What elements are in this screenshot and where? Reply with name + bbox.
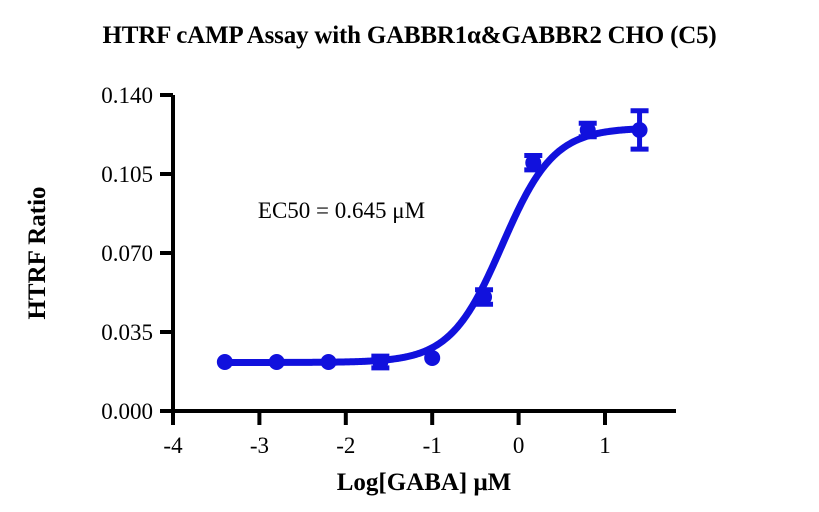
y-tick-label: 0.000 [101, 399, 153, 424]
dose-response-fit-curve [221, 125, 644, 366]
x-tick-label: -3 [250, 433, 269, 458]
data-point-marker [268, 354, 285, 371]
y-tick-label: 0.070 [101, 241, 153, 266]
data-point-marker [631, 121, 648, 138]
y-tick-label: 0.105 [101, 162, 153, 187]
x-tick-label: 1 [599, 433, 611, 458]
y-axis-tick-labels: 0.000 0.035 0.070 0.105 0.140 [101, 83, 153, 424]
x-tick-label: -1 [423, 433, 442, 458]
y-axis-ticks [160, 93, 173, 413]
y-axis-title: HTRF Ratio [24, 186, 51, 319]
data-point-marker [372, 354, 389, 371]
y-tick-label: 0.140 [101, 83, 153, 108]
ec50-label: EC50 = 0.645 μM [258, 198, 425, 223]
x-tick-label: 0 [513, 433, 525, 458]
x-tick-label: -2 [336, 433, 355, 458]
x-axis-ticks [171, 411, 607, 425]
y-tick-label: 0.035 [101, 320, 153, 345]
x-axis-title: Log[GABA] μM [337, 469, 512, 496]
data-point-marker [579, 121, 596, 138]
data-point-marker [424, 349, 441, 366]
chart-title: HTRF cAMP Assay with GABBR1α&GABBR2 CHO … [102, 22, 717, 49]
x-axis-tick-labels: -4 -3 -2 -1 0 1 [163, 433, 610, 458]
data-point-marker [320, 354, 337, 371]
data-point-marker [476, 289, 493, 306]
data-point-marker [525, 154, 542, 171]
x-tick-label: -4 [163, 433, 183, 458]
error-bars [371, 108, 649, 371]
data-point-marker [216, 354, 233, 371]
data-points [216, 121, 648, 371]
